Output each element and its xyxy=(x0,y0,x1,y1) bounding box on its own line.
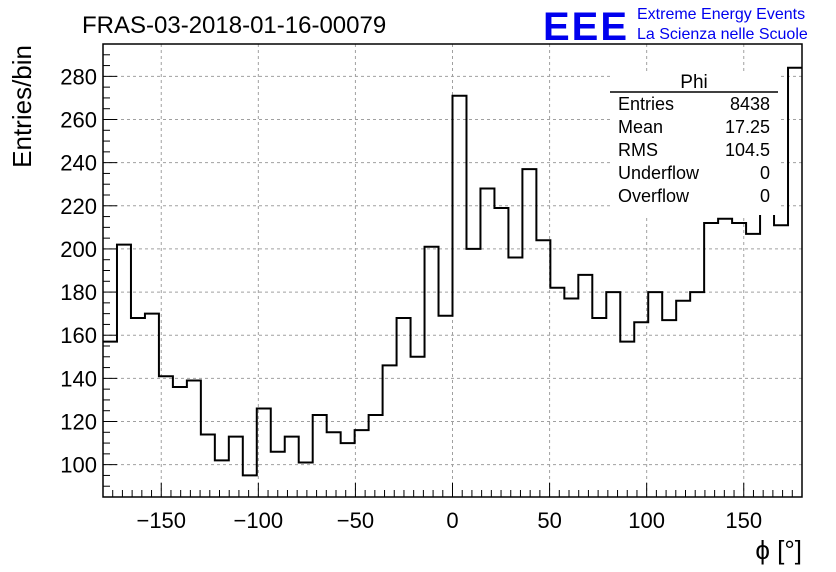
x-tick-label: 150 xyxy=(725,508,762,533)
stats-row-value: 17.25 xyxy=(725,117,770,137)
axis-ticks xyxy=(103,54,793,497)
stats-row-value: 104.5 xyxy=(725,140,770,160)
stats-row-label: Mean xyxy=(618,117,663,137)
x-tick-label: −150 xyxy=(136,508,186,533)
y-tick-label: 140 xyxy=(60,366,97,391)
stats-row-value: 0 xyxy=(760,186,770,206)
x-axis-label: ϕ [°] xyxy=(755,535,802,565)
histogram-outline xyxy=(103,66,802,477)
y-tick-label: 260 xyxy=(60,108,97,133)
logo-line-2: La Scienza nelle Scuole xyxy=(637,26,808,43)
x-tick-label: 0 xyxy=(446,508,458,533)
x-tick-label: 50 xyxy=(537,508,561,533)
x-tick-label: 100 xyxy=(628,508,665,533)
y-tick-label: 100 xyxy=(60,453,97,478)
logo-mark: EEE xyxy=(543,5,629,49)
stats-row-label: Underflow xyxy=(618,163,700,183)
x-tick-labels: −150 −100 −50 0 50 100 150 xyxy=(136,508,762,533)
y-tick-labels: 100 120 140 160 180 200 220 240 260 280 xyxy=(60,64,97,477)
x-tick-label: −100 xyxy=(234,508,284,533)
stats-row-label: RMS xyxy=(618,140,658,160)
histogram-bars xyxy=(103,66,802,477)
stats-box: Phi Entries 8438 Mean 17.25 RMS 104.5 Underflo… xyxy=(610,72,778,215)
logo-line-1: Extreme Energy Events xyxy=(637,6,805,23)
y-axis-label: Entries/bin xyxy=(7,45,37,168)
y-tick-label: 120 xyxy=(60,410,97,435)
stats-box-title: Phi xyxy=(680,72,707,93)
y-tick-label: 180 xyxy=(60,280,97,305)
y-tick-label: 220 xyxy=(60,194,97,219)
eee-logo: EEE Extreme Energy Events La Scienza nel… xyxy=(543,5,808,49)
y-tick-label: 240 xyxy=(60,151,97,176)
y-tick-label: 160 xyxy=(60,323,97,348)
x-tick-label: −50 xyxy=(337,508,374,533)
chart-title: FRAS-03-2018-01-16-00079 xyxy=(82,12,386,39)
stats-row-label: Overflow xyxy=(618,186,690,206)
y-tick-label: 280 xyxy=(60,64,97,89)
stats-row-label: Entries xyxy=(618,94,674,114)
stats-box-background xyxy=(610,73,778,215)
y-tick-label: 200 xyxy=(60,237,97,262)
stats-row-value: 8438 xyxy=(730,94,770,114)
stats-row-value: 0 xyxy=(760,163,770,183)
stats-box-rows: Entries 8438 Mean 17.25 RMS 104.5 Underflow 0 Ov… xyxy=(618,94,770,206)
